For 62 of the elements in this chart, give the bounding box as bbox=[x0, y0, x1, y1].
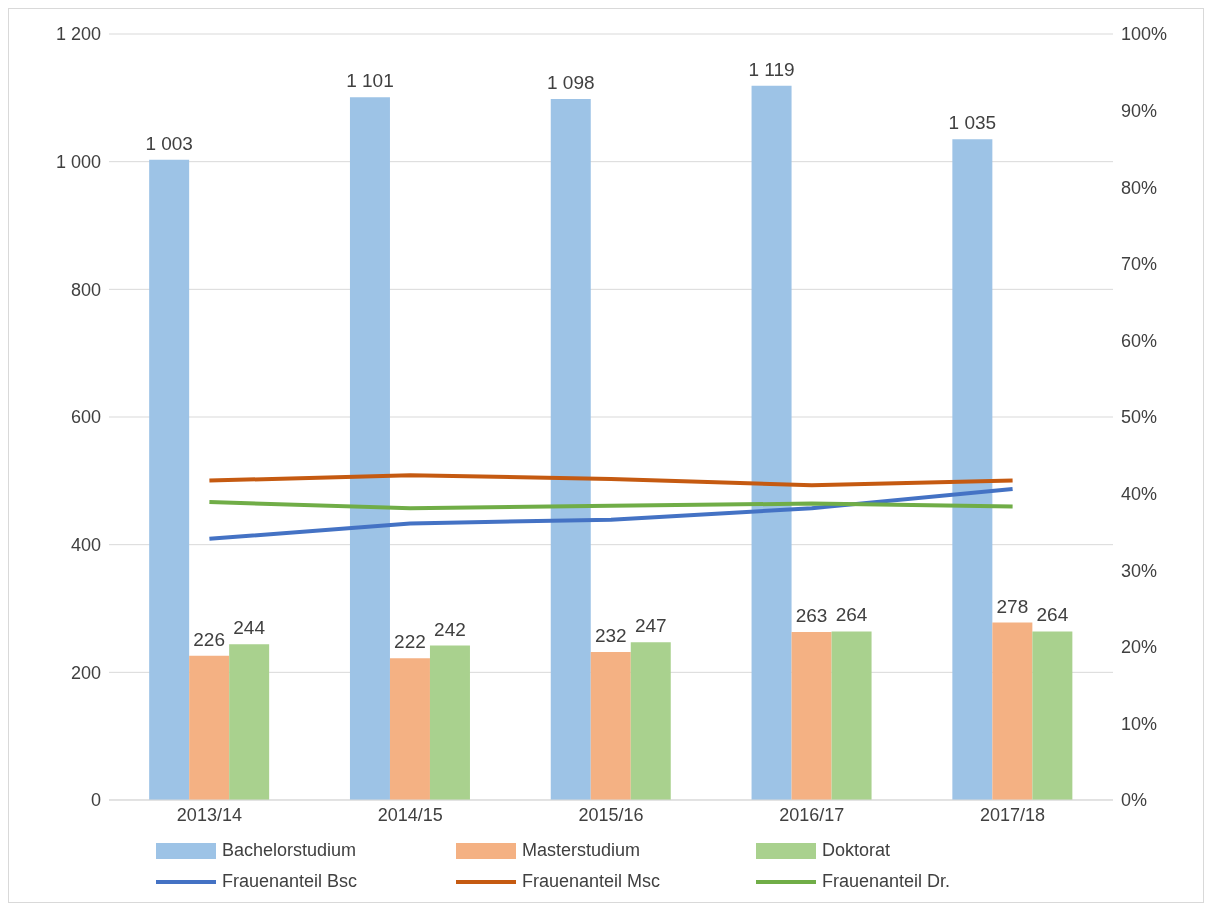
y2-tick-label: 60% bbox=[1121, 330, 1158, 351]
legend-label: Frauenanteil Msc bbox=[522, 871, 661, 892]
y2-tick-label: 20% bbox=[1121, 637, 1158, 658]
bar bbox=[791, 632, 832, 800]
y2-tick-label: 10% bbox=[1121, 713, 1158, 734]
y2-tick-label: 70% bbox=[1121, 254, 1158, 275]
bar bbox=[630, 642, 671, 800]
y2-tick-label: 40% bbox=[1121, 483, 1158, 504]
y-tick-label: 1 200 bbox=[55, 24, 101, 45]
data-label: 226 bbox=[193, 628, 226, 650]
data-label: 264 bbox=[1036, 604, 1069, 626]
data-label: 1 035 bbox=[948, 112, 997, 134]
bar bbox=[751, 85, 792, 800]
data-label: 1 101 bbox=[346, 70, 394, 92]
data-label: 278 bbox=[996, 595, 1029, 617]
bar bbox=[389, 658, 430, 800]
data-label: 244 bbox=[233, 617, 266, 639]
data-label: 263 bbox=[795, 605, 828, 627]
bar bbox=[992, 622, 1033, 800]
data-label: 1 119 bbox=[748, 58, 795, 80]
y2-tick-label: 90% bbox=[1121, 100, 1158, 121]
x-tick-label: 2017/18 bbox=[980, 804, 1046, 825]
bar bbox=[349, 97, 390, 800]
y2-tick-label: 30% bbox=[1121, 560, 1158, 581]
y2-tick-label: 0% bbox=[1121, 790, 1148, 811]
data-label: 222 bbox=[394, 631, 426, 653]
y-tick-label: 600 bbox=[70, 407, 101, 428]
line-series bbox=[207, 500, 1015, 511]
legend-label: Bachelorstudium bbox=[222, 840, 357, 861]
y2-tick-label: 50% bbox=[1121, 407, 1158, 428]
legend-label: Masterstudium bbox=[522, 840, 641, 861]
data-label: 242 bbox=[434, 618, 466, 640]
y-tick-label: 400 bbox=[70, 535, 101, 556]
y-tick-label: 200 bbox=[70, 662, 101, 683]
data-label: 1 098 bbox=[546, 72, 595, 94]
data-label: 247 bbox=[634, 615, 667, 637]
data-label: 264 bbox=[835, 604, 868, 626]
data-label: 1 003 bbox=[145, 132, 193, 154]
data-label: 232 bbox=[594, 624, 627, 646]
line-series bbox=[207, 473, 1015, 488]
bar bbox=[429, 645, 470, 800]
bar bbox=[149, 159, 190, 800]
x-tick-label: 2015/16 bbox=[578, 804, 644, 825]
y2-tick-label: 80% bbox=[1121, 177, 1158, 198]
x-tick-label: 2014/15 bbox=[377, 804, 443, 825]
y2-tick-label: 100% bbox=[1121, 24, 1168, 45]
bar bbox=[1032, 631, 1073, 800]
y-tick-label: 1 000 bbox=[55, 152, 101, 173]
line-series bbox=[207, 487, 1015, 541]
bar bbox=[550, 99, 591, 800]
x-tick-label: 2013/14 bbox=[176, 804, 242, 825]
y-tick-label: 800 bbox=[70, 279, 101, 300]
legend-label: Frauenanteil Bsc bbox=[222, 871, 358, 892]
bar bbox=[229, 644, 270, 800]
bar bbox=[189, 655, 230, 800]
bar bbox=[952, 139, 993, 800]
bar bbox=[590, 651, 631, 800]
legend-label: Doktorat bbox=[822, 840, 891, 861]
y-tick-label: 0 bbox=[90, 790, 101, 811]
legend-label: Frauenanteil Dr. bbox=[822, 871, 951, 892]
bar bbox=[831, 631, 872, 800]
x-tick-label: 2016/17 bbox=[779, 804, 845, 825]
